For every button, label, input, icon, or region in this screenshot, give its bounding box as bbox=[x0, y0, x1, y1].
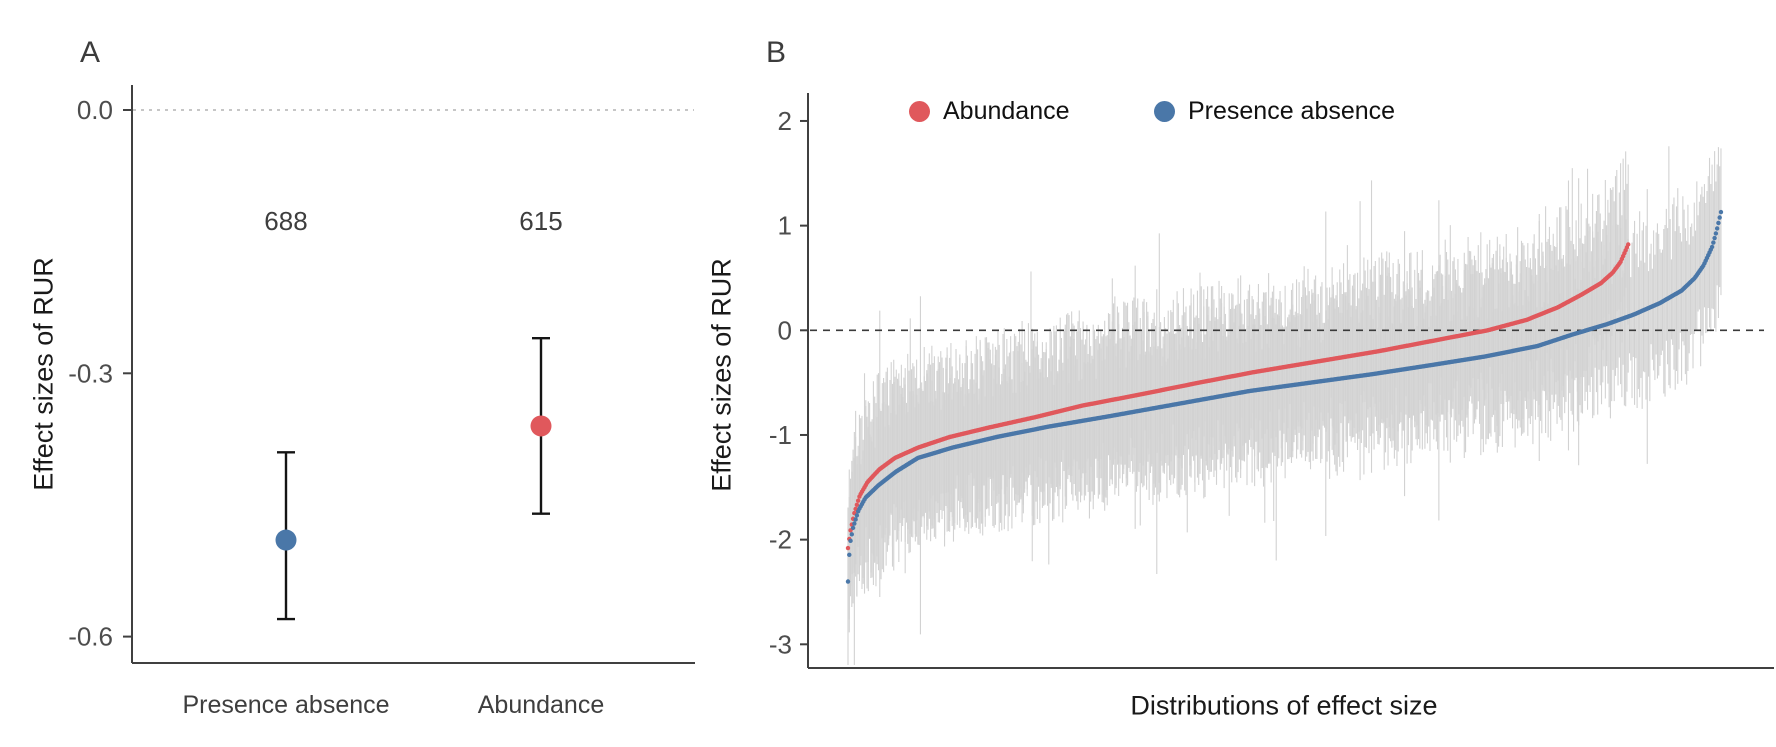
panel-a-sample-size-label: 615 bbox=[519, 206, 562, 236]
panel-b-y-axis-title: Effect sizes of RUR bbox=[706, 258, 737, 492]
panel-b-y-tick-label: 0 bbox=[778, 315, 792, 345]
panel-a-mean-point bbox=[530, 415, 552, 437]
panel-a-pointrange-abundance bbox=[530, 336, 552, 515]
panel-b-y-tick-label: -3 bbox=[769, 629, 792, 659]
panel-b-letter: B bbox=[766, 36, 787, 69]
panel-b-series-presence-absence bbox=[845, 209, 1724, 584]
abundance-legend-label: Abundance bbox=[943, 97, 1070, 125]
panel-b: 2 1 0 -1 -2 -3 bbox=[769, 93, 1774, 669]
abundance-legend-dot-icon bbox=[909, 101, 930, 122]
panel-a-y-tick-label: 0.0 bbox=[77, 95, 113, 125]
presence-absence-legend-label: Presence absence bbox=[1188, 97, 1396, 125]
panel-a-sample-size-label: 688 bbox=[264, 206, 307, 236]
legend-item-abundance: Abundance bbox=[909, 97, 1070, 126]
legend-item-presence-absence: Presence absence bbox=[1154, 97, 1395, 126]
panel-a-category-label: Presence absence bbox=[182, 691, 389, 719]
panel-b-y-tick-label: -1 bbox=[769, 420, 792, 450]
panel-a-category-label: Abundance bbox=[478, 691, 605, 719]
panel-a-mean-point bbox=[275, 529, 297, 551]
panel-a-pointrange-presence-absence bbox=[275, 451, 297, 621]
panel-b-y-tick-label: 1 bbox=[778, 211, 792, 241]
presence-absence-legend-dot-icon bbox=[1154, 101, 1175, 122]
panel-a-y-axis-title: Effect sizes of RUR bbox=[28, 257, 59, 491]
panel-a: 0.0 -0.3 -0.6 688 Presence absence 615 Abundan… bbox=[68, 85, 695, 719]
panel-b-y-tick-label: 2 bbox=[778, 106, 792, 136]
panel-b-x-axis-title: Distributions of effect size bbox=[1130, 690, 1438, 721]
panel-a-letter: A bbox=[80, 36, 101, 69]
panel-b-y-tick-label: -2 bbox=[769, 525, 792, 555]
panel-a-y-tick-label: -0.6 bbox=[68, 622, 113, 652]
panel-b-series-abundance bbox=[845, 242, 1631, 551]
panel-b-confidence-intervals bbox=[847, 146, 1722, 665]
panel-a-y-tick-label: -0.3 bbox=[68, 358, 113, 388]
